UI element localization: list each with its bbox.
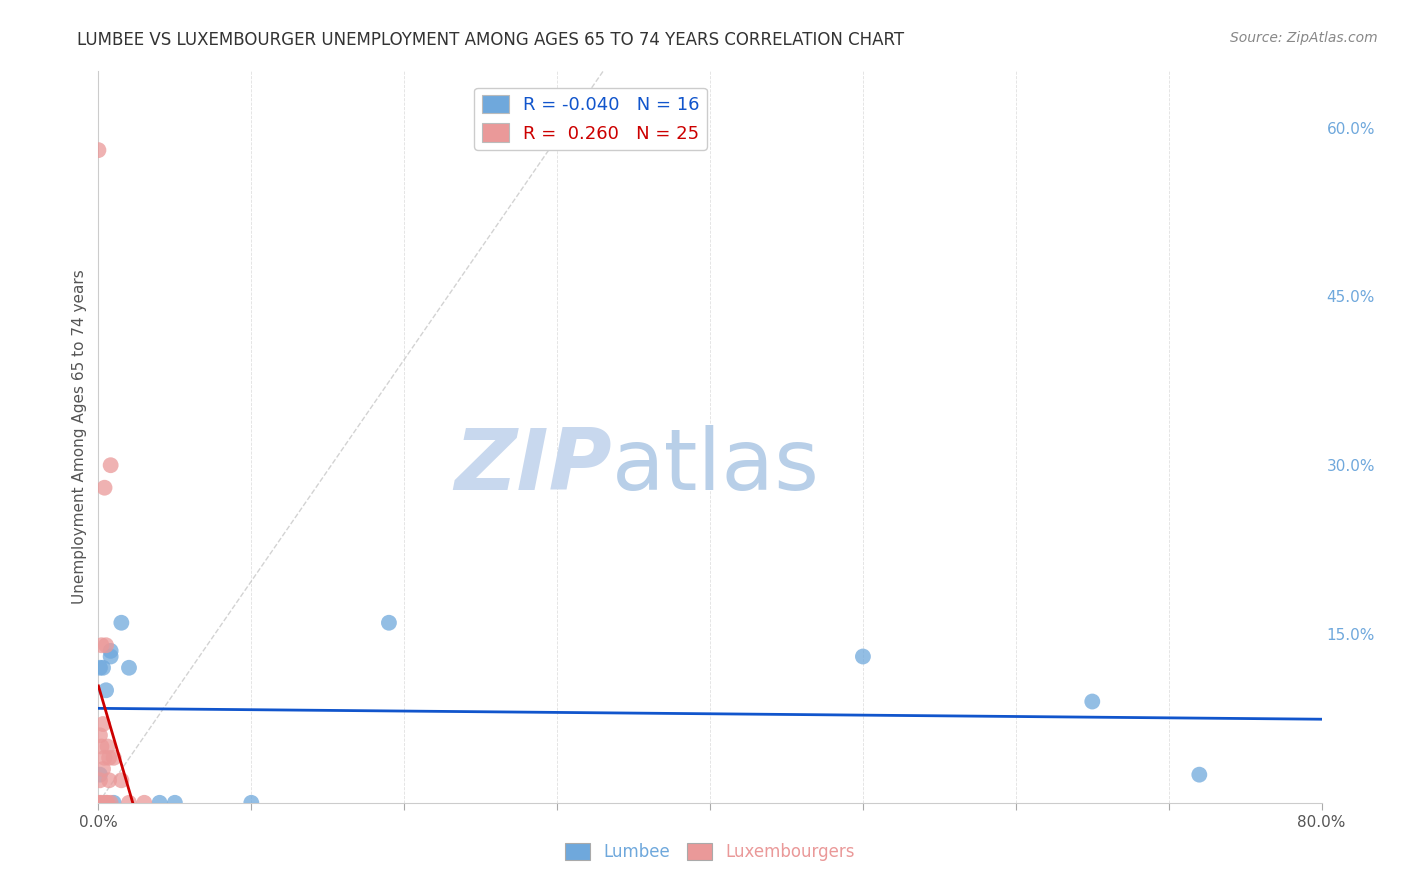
- Y-axis label: Unemployment Among Ages 65 to 74 years: Unemployment Among Ages 65 to 74 years: [72, 269, 87, 605]
- Point: [94, 638, 117, 652]
- Point: [93, 481, 115, 495]
- Text: LUMBEE VS LUXEMBOURGER UNEMPLOYMENT AMONG AGES 65 TO 74 YEARS CORRELATION CHART: LUMBEE VS LUXEMBOURGER UNEMPLOYMENT AMON…: [77, 31, 904, 49]
- Text: ZIP: ZIP: [454, 425, 612, 508]
- Point: [100, 649, 122, 664]
- Point: [378, 615, 401, 630]
- Point: [89, 661, 111, 675]
- Point: [89, 767, 111, 781]
- Text: atlas: atlas: [612, 425, 820, 508]
- Point: [103, 751, 125, 765]
- Point: [1188, 767, 1211, 781]
- Point: [90, 739, 112, 754]
- Point: [89, 728, 111, 742]
- Point: [100, 644, 122, 658]
- Point: [118, 661, 141, 675]
- Point: [149, 796, 172, 810]
- Point: [87, 143, 110, 157]
- Point: [91, 661, 114, 675]
- Point: [163, 796, 186, 810]
- Point: [240, 796, 263, 810]
- Point: [94, 683, 117, 698]
- Text: Source: ZipAtlas.com: Source: ZipAtlas.com: [1230, 31, 1378, 45]
- Point: [94, 796, 117, 810]
- Point: [110, 615, 132, 630]
- Point: [98, 751, 121, 765]
- Point: [110, 773, 132, 788]
- Point: [90, 796, 112, 810]
- Point: [93, 751, 115, 765]
- Point: [100, 458, 122, 473]
- Point: [100, 796, 122, 810]
- Point: [89, 773, 111, 788]
- Point: [87, 796, 110, 810]
- Point: [91, 717, 114, 731]
- Point: [134, 796, 156, 810]
- Point: [90, 638, 112, 652]
- Point: [103, 796, 125, 810]
- Point: [1081, 694, 1104, 708]
- Point: [89, 796, 111, 810]
- Point: [98, 773, 121, 788]
- Legend: Lumbee, Luxembourgers: Lumbee, Luxembourgers: [558, 836, 862, 868]
- Point: [97, 796, 120, 810]
- Point: [118, 796, 141, 810]
- Point: [94, 796, 117, 810]
- Point: [97, 739, 120, 754]
- Point: [852, 649, 875, 664]
- Point: [91, 762, 114, 776]
